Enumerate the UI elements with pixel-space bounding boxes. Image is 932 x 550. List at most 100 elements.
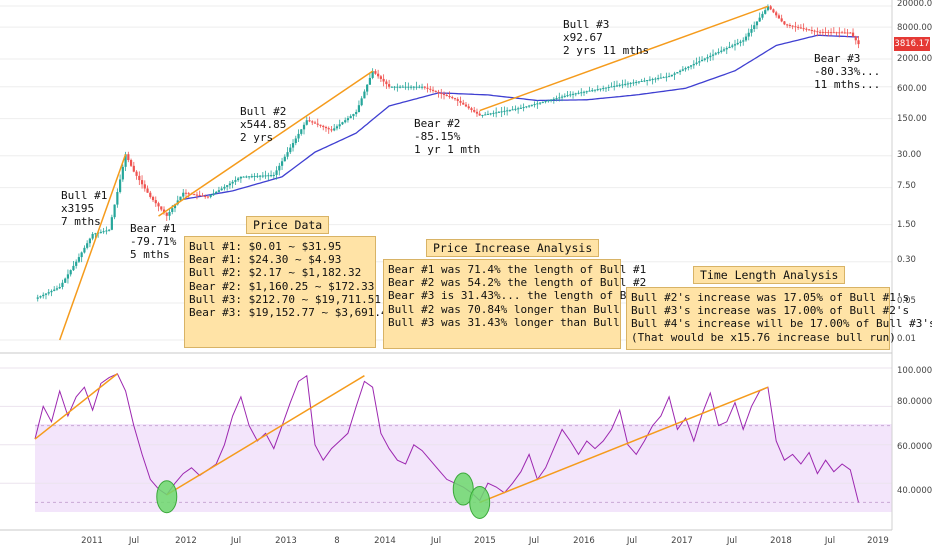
candle <box>302 124 306 130</box>
candle <box>824 31 827 33</box>
candle <box>341 122 344 125</box>
moving-average-line <box>183 34 859 201</box>
candle <box>442 93 446 95</box>
candle <box>308 120 311 122</box>
candle <box>813 30 816 32</box>
price-increase-box: Bear #1 was 71.4% the length of Bull #1 … <box>383 259 667 349</box>
candle <box>366 84 369 92</box>
oscillator-trendline <box>479 386 769 504</box>
price-data-line: Bear #3: $19,152.77 ~ $3,691.42... <box>189 306 415 320</box>
x-tick-label: Jul <box>230 536 242 546</box>
x-tick-label: 2011 <box>81 536 103 546</box>
candle <box>503 110 506 112</box>
candle <box>398 86 402 88</box>
candle <box>363 91 366 99</box>
candle <box>467 106 470 109</box>
candle <box>525 106 528 108</box>
candle <box>486 113 490 115</box>
price-data-box: Bull #1: $0.01 ~ $31.95 Bear #1: $24.30 … <box>184 236 415 348</box>
candle <box>220 188 223 191</box>
osc-tick-label: 100.0000 <box>897 366 932 376</box>
candle <box>755 21 759 26</box>
candle <box>640 80 643 82</box>
candle <box>470 108 473 111</box>
candle <box>269 175 273 177</box>
candle <box>580 92 583 94</box>
candle <box>151 196 155 201</box>
x-tick-label: 8 <box>334 536 340 546</box>
candle <box>689 65 693 67</box>
price-tick-label: 2000.00 <box>897 54 932 64</box>
candle <box>324 127 328 129</box>
time-length-line: (That would be x15.76 increase bull run) <box>631 330 896 344</box>
candle <box>758 17 761 22</box>
candle <box>50 290 53 293</box>
candle <box>250 176 253 178</box>
candle <box>300 129 303 134</box>
candle <box>368 77 372 85</box>
x-tick-label: 2018 <box>770 536 792 546</box>
candle <box>818 31 822 33</box>
candle <box>673 73 676 75</box>
oscillator-trendline <box>166 375 365 496</box>
candle <box>407 86 410 88</box>
candle <box>517 108 520 110</box>
candle <box>377 73 380 77</box>
candle <box>788 25 792 27</box>
candle <box>508 109 512 111</box>
candle <box>648 79 652 81</box>
x-tick-label: 2013 <box>275 536 297 546</box>
candle <box>720 50 723 52</box>
candle <box>802 28 805 30</box>
candle <box>829 32 833 34</box>
candle <box>143 184 146 189</box>
candle <box>651 79 654 81</box>
price-increase-line: Bear #3 is 31.43%... the length of Bull … <box>388 289 667 303</box>
candle <box>481 114 484 116</box>
candle <box>462 102 465 105</box>
candle <box>140 180 144 185</box>
candle <box>322 125 325 128</box>
x-tick-label: Jul <box>128 536 140 546</box>
candle <box>621 84 624 86</box>
candle <box>409 86 413 88</box>
candle <box>547 100 550 102</box>
candle <box>805 28 808 30</box>
candle <box>253 176 256 178</box>
candle <box>415 86 418 88</box>
candle <box>305 120 308 125</box>
candle <box>684 68 687 70</box>
candle <box>676 72 679 74</box>
candle <box>404 86 407 88</box>
candle <box>193 194 196 196</box>
x-tick-label: Jul <box>824 536 836 546</box>
candle <box>316 123 319 125</box>
candle <box>201 195 204 197</box>
candle <box>396 86 399 88</box>
candle <box>171 208 174 212</box>
candle <box>278 165 281 171</box>
candle <box>108 229 111 231</box>
candle <box>179 196 182 201</box>
candle <box>593 89 597 91</box>
price-tick-label: 20000.00 <box>897 0 932 9</box>
candle <box>297 133 300 139</box>
candle <box>124 154 127 167</box>
candle <box>36 297 39 299</box>
candle <box>717 51 720 54</box>
candle <box>736 42 739 45</box>
candle <box>162 209 166 213</box>
candle <box>261 175 264 177</box>
candle <box>533 104 536 106</box>
candle <box>791 25 794 27</box>
candle <box>843 32 846 34</box>
candle <box>286 152 289 157</box>
last-price-tag: 3816.17 <box>894 37 930 51</box>
candle <box>357 105 361 113</box>
candle <box>127 154 130 161</box>
candle <box>451 97 454 99</box>
candle <box>654 78 657 80</box>
candle <box>541 101 544 103</box>
candle <box>418 86 421 88</box>
candle <box>173 204 177 209</box>
